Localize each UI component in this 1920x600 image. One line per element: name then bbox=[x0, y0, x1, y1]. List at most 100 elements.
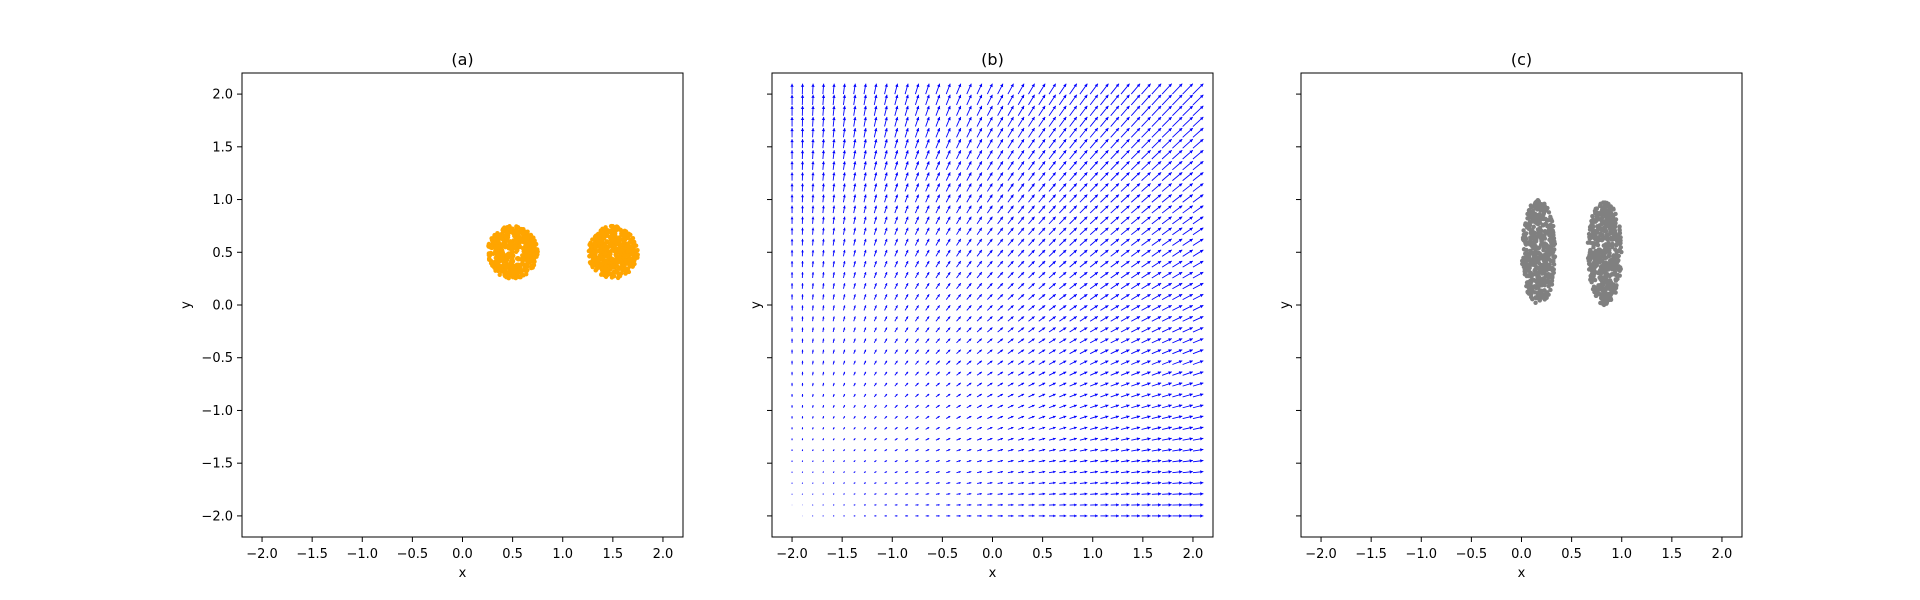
quiver-arrow-head bbox=[821, 150, 826, 154]
quiver-arrow-head bbox=[874, 150, 878, 154]
quiver-arrow-head bbox=[1189, 205, 1193, 209]
quiver-arrow-head bbox=[1021, 481, 1025, 485]
quiver-arrow-head bbox=[790, 294, 794, 297]
quiver-arrow-head bbox=[822, 227, 825, 231]
quiver-arrow-head bbox=[989, 161, 993, 165]
quiver-arrow-head bbox=[1000, 83, 1004, 88]
x-tick-label: 0.0 bbox=[982, 547, 1003, 562]
quiver-arrow-head bbox=[801, 327, 804, 330]
quiver-arrow-head bbox=[916, 105, 920, 110]
quiver-arrow-head bbox=[1073, 150, 1077, 154]
quiver-arrow-head bbox=[1052, 415, 1056, 419]
x-tick-label: −0.5 bbox=[927, 547, 959, 562]
scatter-point bbox=[629, 237, 635, 242]
quiver-arrow-head bbox=[926, 172, 930, 176]
quiver-arrow-head bbox=[790, 238, 794, 242]
quiver-arrow-head bbox=[937, 194, 940, 198]
quiver-arrow-head bbox=[1052, 216, 1056, 221]
quiver-arrow-head bbox=[874, 205, 878, 209]
quiver-arrow-head bbox=[1021, 393, 1025, 397]
quiver-arrow-head bbox=[1032, 470, 1035, 474]
quiver-arrow-head bbox=[1011, 459, 1014, 463]
quiver-arrow-head bbox=[801, 360, 804, 363]
quiver-arrow-head bbox=[1178, 316, 1183, 320]
quiver-arrow-head bbox=[822, 338, 825, 341]
x-tick-label: 1.5 bbox=[1132, 547, 1153, 562]
quiver-arrow-head bbox=[1032, 481, 1035, 485]
quiver-arrow-head bbox=[843, 394, 845, 396]
quiver-arrow-head bbox=[1168, 172, 1172, 176]
quiver-arrow-head bbox=[927, 405, 930, 408]
quiver-arrow-head bbox=[1157, 481, 1162, 485]
quiver-arrow-head bbox=[1199, 205, 1204, 209]
quiver-arrow-head bbox=[1095, 492, 1098, 496]
quiver-arrow-head bbox=[1189, 139, 1193, 143]
quiver-arrow-head bbox=[895, 382, 898, 385]
quiver-arrow-head bbox=[905, 183, 909, 187]
quiver-arrow-head bbox=[1126, 327, 1130, 331]
quiver-arrow-head bbox=[958, 238, 961, 242]
quiver-arrow-head bbox=[1105, 481, 1109, 485]
quiver-arrow-head bbox=[1031, 415, 1035, 419]
quiver-arrow-head bbox=[1116, 492, 1119, 496]
quiver-arrow-head bbox=[895, 504, 898, 506]
quiver-arrow-head bbox=[801, 438, 804, 440]
quiver-arrow-head bbox=[1094, 216, 1098, 220]
quiver-arrow-head bbox=[926, 105, 930, 110]
quiver-arrow-head bbox=[1189, 415, 1193, 419]
quiver-arrow-head bbox=[968, 116, 972, 121]
quiver-arrow-head bbox=[1168, 316, 1172, 320]
scatter-point bbox=[1533, 300, 1538, 305]
quiver-arrow-head bbox=[874, 327, 877, 330]
quiver-arrow-head bbox=[853, 482, 856, 484]
quiver-arrow-head bbox=[1052, 249, 1056, 254]
quiver-arrow-head bbox=[1157, 437, 1162, 441]
quiver-arrow-head bbox=[958, 394, 961, 397]
quiver-arrow-head bbox=[821, 128, 826, 132]
quiver-arrow-head bbox=[1083, 205, 1088, 209]
quiver-arrow-head bbox=[1126, 338, 1130, 342]
quiver-arrow-head bbox=[958, 272, 961, 276]
scatter-point bbox=[490, 263, 496, 269]
quiver-arrow-head bbox=[905, 360, 909, 363]
quiver-arrow-head bbox=[1031, 94, 1035, 99]
quiver-arrow-head bbox=[790, 161, 794, 165]
quiver-arrow-head bbox=[1094, 316, 1098, 320]
quiver-arrow-head bbox=[812, 438, 814, 440]
quiver-arrow-head bbox=[937, 128, 941, 132]
quiver-arrow-head bbox=[979, 116, 983, 121]
quiver-arrow-head bbox=[1126, 261, 1130, 265]
quiver-arrow-head bbox=[905, 261, 909, 264]
quiver-arrow-head bbox=[1063, 514, 1067, 518]
quiver-arrow-head bbox=[1126, 305, 1130, 309]
quiver-arrow-head bbox=[864, 427, 866, 429]
quiver-arrow-head bbox=[1199, 161, 1204, 165]
quiver-arrow-head bbox=[1126, 161, 1130, 165]
quiver-arrow-head bbox=[1063, 161, 1067, 165]
quiver-arrow-head bbox=[895, 128, 899, 132]
scatter-point bbox=[1526, 226, 1532, 232]
quiver-arrow-head bbox=[947, 227, 951, 231]
quiver-arrow-head bbox=[895, 427, 898, 430]
quiver-arrow-head bbox=[969, 449, 972, 452]
quiver-arrow-head bbox=[1063, 393, 1067, 397]
quiver-arrow-head bbox=[1115, 283, 1119, 287]
quiver-arrow-head bbox=[958, 294, 961, 298]
quiver-arrow-head bbox=[978, 172, 982, 176]
quiver-arrow-head bbox=[1168, 139, 1172, 143]
quiver-arrow-head bbox=[1105, 415, 1109, 419]
quiver-arrow-head bbox=[1021, 83, 1025, 88]
quiver-arrow-head bbox=[1115, 194, 1119, 198]
quiver-arrow-head bbox=[1179, 481, 1183, 485]
quiver-arrow-head bbox=[811, 261, 815, 264]
quiver-arrow-head bbox=[811, 338, 814, 341]
quiver-arrow-head bbox=[927, 504, 930, 506]
quiver-arrow-head bbox=[1042, 349, 1046, 353]
quiver-arrow-head bbox=[1074, 481, 1077, 485]
quiver-arrow-head bbox=[1200, 503, 1204, 507]
quiver-arrow-head bbox=[1147, 94, 1151, 99]
y-tick-label: 1.0 bbox=[212, 193, 233, 208]
quiver-arrow-head bbox=[1073, 161, 1077, 165]
quiver-arrow-head bbox=[905, 161, 909, 165]
quiver-arrow-head bbox=[1199, 415, 1204, 419]
